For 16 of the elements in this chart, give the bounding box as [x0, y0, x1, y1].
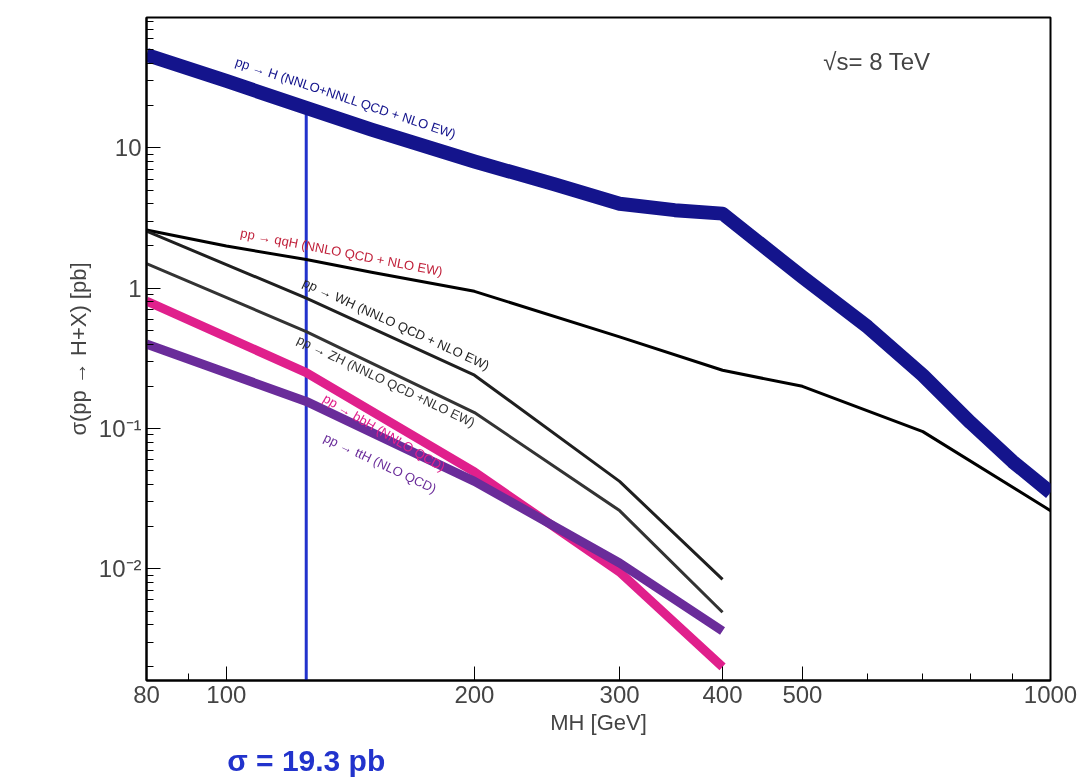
x-tick-label: 300 — [599, 680, 640, 708]
annotation: √s= 8 TeV — [823, 47, 931, 75]
text: pp → qqH (NNLO QCD + NLO EW) — [239, 225, 444, 280]
y-tick-label: 10 — [114, 134, 142, 162]
x-tick-label: 80 — [133, 680, 160, 708]
x-tick-label: 100 — [206, 680, 247, 708]
y-tick-label: 1 — [128, 274, 142, 302]
x-tick-label: 200 — [454, 680, 495, 708]
y-axis-title: σ(pp → H+X) [pb] — [65, 262, 91, 436]
y-tick-label: 10⁻¹ — [98, 415, 142, 443]
y-tick-label: 10⁻² — [98, 555, 142, 583]
x-tick-label: 400 — [702, 680, 743, 708]
x-tick-label: 500 — [782, 680, 823, 708]
x-tick-label: 1000 — [1023, 680, 1078, 708]
text: σ = 19.3 pb — [227, 743, 386, 777]
x-axis-title: MH [GeV] — [550, 709, 647, 735]
